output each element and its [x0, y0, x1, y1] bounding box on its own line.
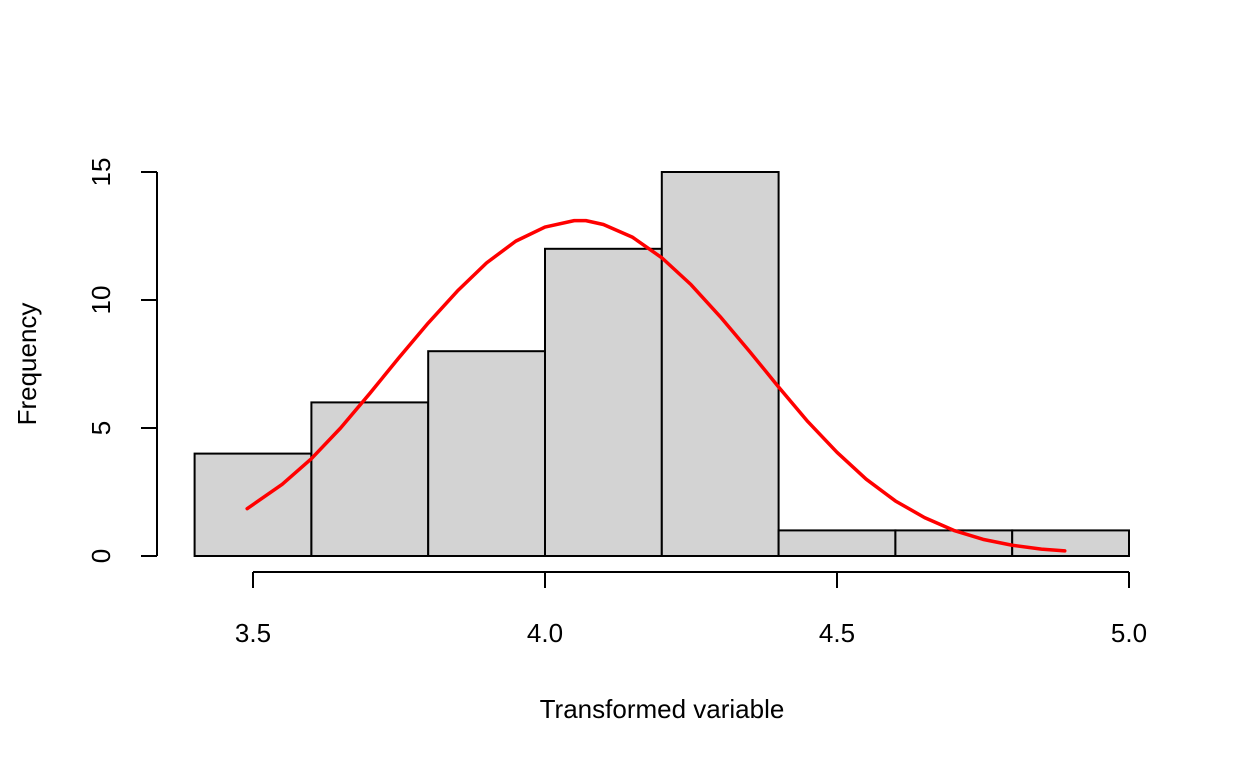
density-curve: [245, 218, 1067, 553]
x-tick-label: 4.0: [527, 618, 563, 648]
histogram-bar: [310, 401, 430, 557]
x-tick-label: 5.0: [1111, 618, 1147, 648]
histogram-bar: [777, 529, 897, 558]
histogram-bar: [544, 247, 663, 558]
y-tick-label: 10: [86, 286, 116, 315]
y-tick-label: 5: [86, 421, 116, 435]
histogram-bar: [1011, 529, 1131, 558]
histogram-bars: [193, 171, 1131, 558]
y-tick-label: 0: [86, 549, 116, 563]
x-tick-label: 3.5: [235, 618, 271, 648]
y-tick-label: 15: [86, 158, 116, 187]
x-axis: 3.5 4.0 4.5 5.0: [235, 571, 1147, 648]
y-axis-title: Frequency: [12, 303, 42, 426]
y-axis: 0 5 10 15: [86, 158, 158, 563]
x-tick-label: 4.5: [819, 618, 855, 648]
histogram-bar: [427, 350, 547, 558]
x-axis-title: Transformed variable: [540, 694, 785, 724]
